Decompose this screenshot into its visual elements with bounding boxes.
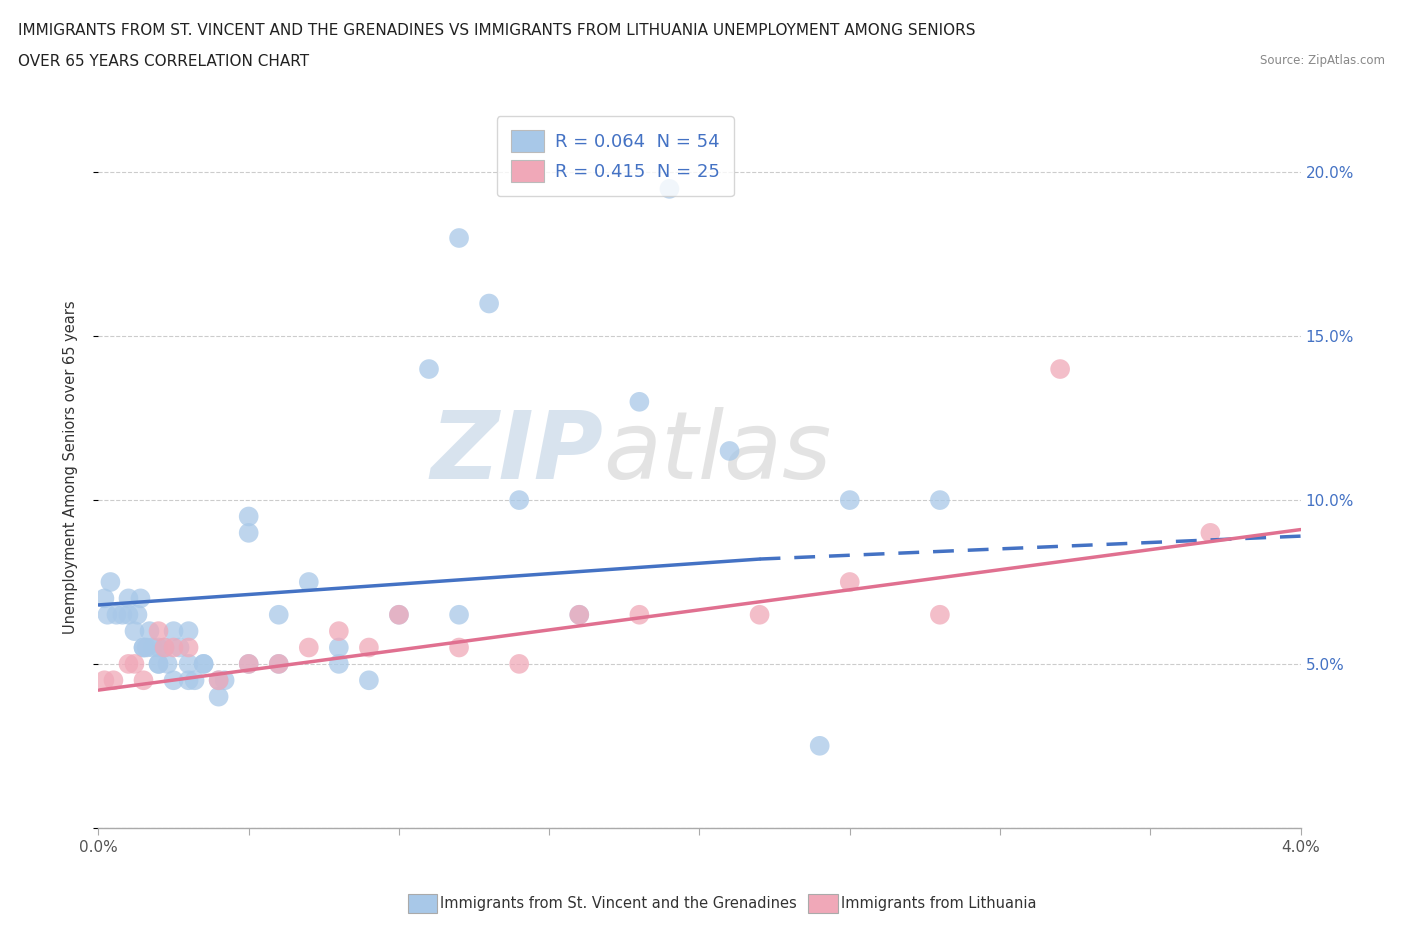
Legend: R = 0.064  N = 54, R = 0.415  N = 25: R = 0.064 N = 54, R = 0.415 N = 25 [496,116,734,196]
Point [111,607,134,622]
Point [105,607,128,622]
Point [148,624,170,639]
Point [100,575,122,590]
Point [177,657,200,671]
Point [153,640,176,655]
Point [238,509,260,524]
Point [568,607,591,622]
Point [357,672,380,687]
Point [96,607,118,622]
Point [93,672,115,687]
Point [169,640,191,655]
Point [808,738,831,753]
Point [388,607,411,622]
Point [103,672,125,687]
Point [328,624,350,639]
Point [162,640,184,655]
Point [124,624,146,639]
Point [177,624,200,639]
Point [153,640,176,655]
Point [177,640,200,655]
Point [418,362,440,377]
Point [177,672,200,687]
Point [208,672,231,687]
Point [162,624,184,639]
Point [838,575,860,590]
Point [298,575,321,590]
Point [117,657,139,671]
Point [628,607,651,622]
Y-axis label: Unemployment Among Seniors over 65 years: Unemployment Among Seniors over 65 years [63,300,77,634]
Point [388,607,411,622]
Point [508,657,530,671]
Point [748,607,770,622]
Point [718,444,741,458]
Point [447,231,470,246]
Point [132,640,155,655]
Text: IMMIGRANTS FROM ST. VINCENT AND THE GRENADINES VS IMMIGRANTS FROM LITHUANIA UNEM: IMMIGRANTS FROM ST. VINCENT AND THE GREN… [18,23,976,38]
Point [328,640,350,655]
Point [238,657,260,671]
Point [838,493,860,508]
Point [238,657,260,671]
Point [117,591,139,605]
Point [132,640,155,655]
Point [193,657,215,671]
Point [1199,525,1222,540]
Point [928,493,950,508]
Point [129,591,152,605]
Point [138,624,160,639]
Point [267,657,290,671]
Point [628,394,651,409]
Point [447,640,470,655]
Point [162,672,184,687]
Point [508,493,530,508]
Point [148,657,170,671]
Point [132,672,155,687]
Point [267,657,290,671]
Point [478,296,501,311]
Text: ZIP: ZIP [430,407,603,498]
Point [568,607,591,622]
Text: OVER 65 YEARS CORRELATION CHART: OVER 65 YEARS CORRELATION CHART [18,54,309,69]
Text: Immigrants from St. Vincent and the Grenadines: Immigrants from St. Vincent and the Gren… [440,897,797,911]
Point [214,672,236,687]
Point [208,672,231,687]
Point [141,640,163,655]
Point [183,672,205,687]
Text: Immigrants from Lithuania: Immigrants from Lithuania [841,897,1036,911]
Point [1049,362,1071,377]
Point [156,657,179,671]
Point [928,607,950,622]
Point [328,657,350,671]
Text: Source: ZipAtlas.com: Source: ZipAtlas.com [1260,54,1385,67]
Point [148,640,170,655]
Point [135,640,157,655]
Point [117,607,139,622]
Point [298,640,321,655]
Point [127,607,149,622]
Point [267,607,290,622]
Point [124,657,146,671]
Point [658,181,681,196]
Point [238,525,260,540]
Point [148,657,170,671]
Point [447,607,470,622]
Point [357,640,380,655]
Point [208,689,231,704]
Point [93,591,115,605]
Point [193,657,215,671]
Text: atlas: atlas [603,407,831,498]
